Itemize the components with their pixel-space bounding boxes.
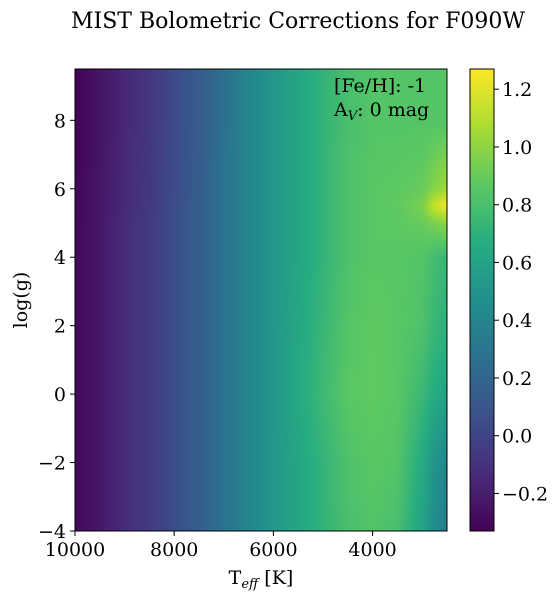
plot-frame [74,68,448,532]
y-tick-label: −4 [38,521,66,543]
x-axis-label-sub: eff [241,577,261,592]
y-tick-label: 8 [54,110,66,132]
heatmap-image [75,69,447,531]
colorbar-tick-label: 0.8 [502,195,532,217]
av-annotation: AV: 0 mag [333,99,429,124]
y-tick-label: 0 [54,384,66,406]
colorbar-tick-label: 0.2 [502,368,532,390]
av-annotation-main: A [333,99,348,121]
x-tick-label: 6000 [249,539,297,561]
x-tick-label: 4000 [348,539,396,561]
x-axis: 10000 8000 6000 4000 [45,531,397,561]
feh-annotation: [Fe/H]: -1 [334,75,426,97]
x-axis-label-main: T [229,567,242,589]
annotation: [Fe/H]: -1 AV: 0 mag [333,75,429,124]
y-axis-label: log(g) [10,272,32,329]
chart-title: MIST Bolometric Corrections for F090W [71,9,525,34]
y-tick-label: −2 [38,453,66,475]
colorbar-tick-label: 1.2 [502,79,532,101]
colorbar-tick-label: 0.4 [502,310,532,332]
colorbar [469,68,495,532]
av-annotation-tail: : 0 mag [357,99,429,121]
x-axis-label: Teff [K] [229,567,294,592]
y-tick-label: 2 [54,316,66,338]
x-tick-label: 10000 [45,539,105,561]
colorbar-tick-label: 0.0 [502,426,532,448]
av-annotation-sub: V [348,109,359,124]
colorbar-tick-label: 0.6 [502,252,532,274]
y-tick-label: 6 [54,179,66,201]
colorbar-axis: −0.2 0.0 0.2 0.4 0.6 0.8 1.0 1.2 [494,79,548,505]
y-axis: −4 −2 0 2 4 6 8 [38,110,75,543]
colorbar-tick-label: 1.0 [502,137,532,159]
colorbar-tick-label: −0.2 [502,483,548,505]
x-tick-label: 8000 [150,539,198,561]
x-axis-label-tail: [K] [258,567,293,589]
y-tick-label: 4 [54,247,66,269]
